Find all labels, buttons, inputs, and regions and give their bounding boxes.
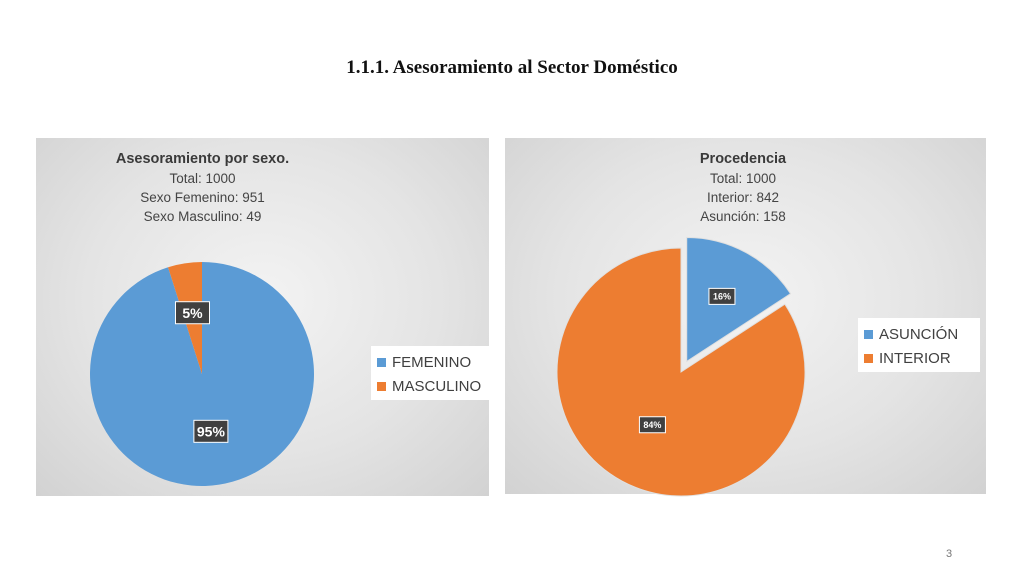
chart-origin-legend: ASUNCIÓN INTERIOR [858, 318, 980, 372]
chart-sex-panel: Asesoramiento por sexo. Total: 1000 Sexo… [36, 138, 490, 496]
chart-sex-subtitle-1: Total: 1000 [169, 171, 236, 186]
chart-origin-pie: 16% 84% [556, 236, 806, 497]
legend-item-femenino: FEMENINO [377, 350, 482, 374]
chart-sex-subtitle-3: Sexo Masculino: 49 [143, 209, 262, 224]
legend-item-masculino: MASCULINO [377, 374, 482, 398]
pie-slice-interior [556, 247, 806, 497]
legend-label-masculino: MASCULINO [392, 377, 482, 395]
legend-item-asuncion: ASUNCIÓN [864, 322, 972, 346]
chart-sex-title: Asesoramiento por sexo. [115, 151, 290, 167]
chart-origin-header: Procedencia Total: 1000 Interior: 842 As… [505, 150, 981, 226]
page-title: 1.1.1. Asesoramiento al Sector Doméstico [346, 57, 678, 78]
legend-item-interior: INTERIOR [864, 346, 972, 370]
chart-origin-subtitle-1: Total: 1000 [709, 171, 777, 186]
chart-sex-subtitle-2: Sexo Femenino: 951 [140, 190, 265, 205]
pie-slice-asuncin [686, 236, 792, 363]
legend-swatch-asuncion [864, 329, 873, 339]
legend-swatch-interior [864, 353, 873, 363]
data-label-femenino: 95% [193, 419, 229, 443]
data-label-masculino: 5% [174, 301, 210, 325]
chart-origin-subtitle-3: Asunción: 158 [700, 209, 786, 224]
svg-text:95%: 95% [197, 423, 226, 439]
chart-sex-legend: FEMENINO MASCULINO [371, 346, 490, 400]
chart-origin-panel: Procedencia Total: 1000 Interior: 842 As… [505, 138, 986, 497]
legend-swatch-femenino [377, 357, 386, 367]
chart-sex-pie: 95% 5% [90, 262, 315, 486]
svg-text:84%: 84% [643, 420, 661, 430]
data-label-asuncin: 16% [708, 287, 736, 305]
chart-origin-title: Procedencia [699, 151, 787, 167]
page-number: 3 [946, 548, 953, 560]
chart-origin-subtitle-2: Interior: 842 [706, 190, 780, 205]
chart-sex-header: Asesoramiento por sexo. Total: 1000 Sexo… [36, 150, 369, 226]
legend-label-femenino: FEMENINO [392, 353, 472, 371]
svg-text:16%: 16% [713, 292, 731, 302]
legend-swatch-masculino [377, 381, 386, 391]
legend-label-asuncion: ASUNCIÓN [879, 325, 959, 343]
data-label-interior: 84% [638, 416, 666, 434]
legend-label-interior: INTERIOR [879, 349, 951, 367]
svg-text:5%: 5% [182, 305, 203, 321]
